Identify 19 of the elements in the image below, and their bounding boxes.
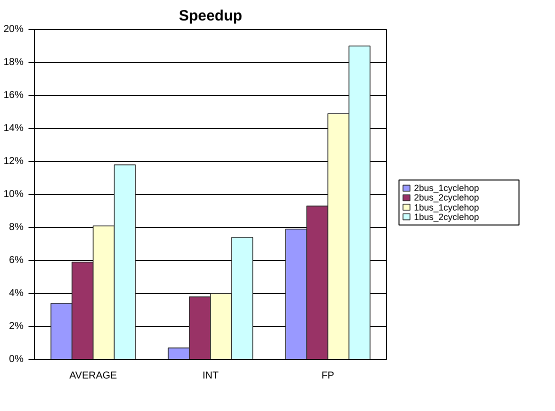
chart-title: Speedup — [178, 8, 242, 24]
y-tick-label: 18% — [3, 57, 24, 68]
y-tick-label: 16% — [3, 90, 24, 101]
y-tick-label: 2% — [9, 321, 24, 332]
y-tick-label: 10% — [3, 189, 24, 200]
legend-label: 1bus_1cyclehop — [414, 202, 480, 212]
y-tick-label: 12% — [3, 156, 24, 167]
y-tick-label: 0% — [9, 354, 24, 365]
legend-label: 2bus_2cyclehop — [414, 192, 480, 203]
legend-label: 2bus_1cyclehop — [414, 183, 480, 194]
x-tick-label: INT — [202, 370, 219, 382]
legend-label: 1bus_2cyclehop — [414, 212, 480, 222]
y-tick-label: 8% — [9, 222, 24, 233]
y-tick-label: 4% — [9, 288, 24, 299]
y-tick-label: 20% — [3, 24, 24, 35]
x-tick-label: FP — [321, 370, 335, 382]
y-tick-label: 6% — [9, 255, 24, 266]
y-tick-label: 14% — [3, 123, 24, 134]
x-tick-label: AVERAGE — [69, 370, 118, 382]
